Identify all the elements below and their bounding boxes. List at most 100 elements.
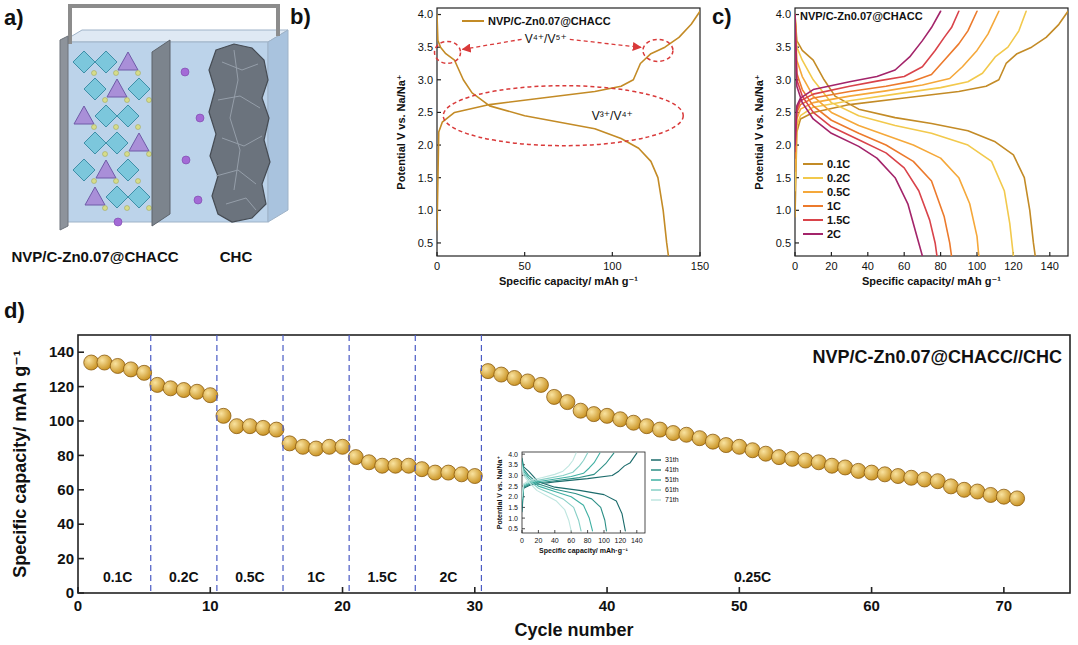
x-tick xyxy=(474,587,476,593)
x-tick-label: 70 xyxy=(996,597,1013,614)
x-tick-label: 20 xyxy=(535,537,543,544)
wire xyxy=(70,6,278,44)
y-tick-label: 60 xyxy=(57,481,74,498)
plot-data xyxy=(437,11,700,256)
x-tick xyxy=(612,252,613,256)
y-tick-label: 2.0 xyxy=(508,493,518,500)
data-point xyxy=(666,426,681,441)
y-tick-label: 1.5 xyxy=(508,504,518,511)
carbon-blob xyxy=(209,44,270,222)
x-tick-label: 80 xyxy=(934,260,946,272)
data-point xyxy=(930,474,945,489)
legend-label: 71th xyxy=(665,496,679,503)
crystal-octahedron xyxy=(117,159,139,181)
x-tick xyxy=(604,530,605,533)
x-tick-label: 120 xyxy=(1004,260,1022,272)
plot-frame xyxy=(437,8,700,256)
legend-swatch xyxy=(803,177,823,179)
x-tick xyxy=(1049,252,1050,256)
plot-data xyxy=(795,11,1068,256)
data-point xyxy=(361,455,376,470)
y-tick-label: 140 xyxy=(49,343,74,360)
x-axis-title: Specific capacity/ mAh·g⁻¹ xyxy=(539,547,629,555)
data-point xyxy=(1010,491,1025,506)
rate-label: 1C xyxy=(307,569,325,585)
plot-data xyxy=(84,355,1025,506)
data-point xyxy=(229,419,244,434)
axes: 0501001500.51.01.52.02.53.03.54.0Specifi… xyxy=(395,8,709,287)
plot-frame xyxy=(522,452,645,533)
data-point xyxy=(84,355,99,370)
data-point xyxy=(943,479,958,494)
chart-title: NVP/C-Zn0.07@CHACC//CHC xyxy=(812,347,1062,367)
rate-label: 0.2C xyxy=(169,569,199,585)
legend-swatch xyxy=(462,20,484,22)
cell-side xyxy=(268,30,288,222)
crystal-octahedron xyxy=(73,51,95,73)
legend-swatch xyxy=(651,469,661,471)
data-point xyxy=(190,384,205,399)
x-tick xyxy=(867,252,868,256)
crystal-octahedron xyxy=(128,186,150,208)
rate-label: 1.5C xyxy=(367,569,397,585)
rate-label: 0.1C xyxy=(103,569,133,585)
x-tick xyxy=(1003,587,1005,593)
legend-swatch xyxy=(651,479,661,481)
sodium-ion xyxy=(194,196,202,204)
crystal-atom xyxy=(103,152,108,157)
data-point xyxy=(732,439,747,454)
panel-letter: b) xyxy=(290,4,311,29)
x-tick-label: 100 xyxy=(603,260,621,272)
legend: NVP/C-Zn0.07@CHACC xyxy=(462,15,611,27)
y-tick-label: 0 xyxy=(66,584,74,601)
data-point xyxy=(454,467,469,482)
crystal-octahedron xyxy=(106,132,128,154)
x-tick-label: 10 xyxy=(202,597,219,614)
data-point xyxy=(864,465,879,480)
x-tick-label: 0 xyxy=(792,260,798,272)
x-tick xyxy=(554,530,555,533)
crystal-atom xyxy=(92,179,97,184)
axes: 0204060801001201400.51.01.52.02.53.03.54… xyxy=(753,8,1068,287)
x-tick xyxy=(871,587,873,593)
series-line xyxy=(795,11,1068,256)
series-line xyxy=(522,453,637,531)
data-point xyxy=(414,462,429,477)
y-tick-label: 100 xyxy=(49,412,74,429)
y-tick xyxy=(78,351,84,353)
data-point xyxy=(560,395,575,410)
x-tick-label: 30 xyxy=(466,597,483,614)
series-line xyxy=(522,453,600,531)
data-point xyxy=(520,374,535,389)
sodium-ion xyxy=(181,68,189,76)
data-point xyxy=(877,467,892,482)
crystal-tetrahedron xyxy=(96,160,116,178)
y-tick-label: 1.0 xyxy=(418,204,433,216)
data-point xyxy=(507,371,522,386)
y-tick xyxy=(522,518,525,519)
y-tick xyxy=(78,455,84,457)
y-tick-label: 3.5 xyxy=(508,461,518,468)
series-line xyxy=(795,11,941,256)
x-tick-label: 20 xyxy=(334,597,351,614)
crystal-atom xyxy=(136,179,141,184)
electrode-label: CHC xyxy=(220,248,253,265)
rate-divider xyxy=(282,335,283,593)
data-point xyxy=(970,484,985,499)
rate-segments: 0.1C0.2C0.5C1C1.5C2C0.25C xyxy=(103,335,771,593)
sodium-ion xyxy=(182,156,190,164)
crystal-octahedron xyxy=(73,159,95,181)
data-point xyxy=(203,388,218,403)
y-tick-label: 3.0 xyxy=(508,472,518,479)
data-point xyxy=(772,450,787,465)
rate-label: 0.25C xyxy=(734,569,771,585)
crystal-tetrahedron xyxy=(74,106,94,124)
crystal-atom xyxy=(92,125,97,130)
axes: 0204060801001201400.51.01.52.02.53.03.54… xyxy=(496,451,645,555)
data-point xyxy=(494,367,509,382)
crystal-octahedron xyxy=(95,51,117,73)
data-point xyxy=(692,431,707,446)
data-point xyxy=(745,443,760,458)
series-line xyxy=(522,453,576,531)
x-tick xyxy=(209,587,211,593)
